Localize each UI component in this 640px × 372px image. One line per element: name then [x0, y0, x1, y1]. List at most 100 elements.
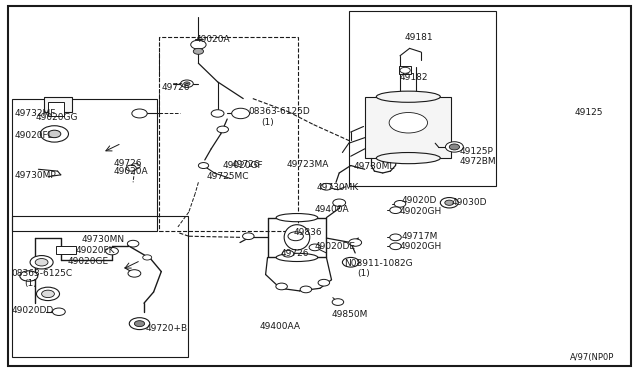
- Circle shape: [127, 240, 139, 247]
- Circle shape: [445, 142, 463, 152]
- Circle shape: [300, 286, 312, 293]
- Circle shape: [106, 247, 118, 255]
- Circle shape: [211, 110, 224, 117]
- Text: 49020GH: 49020GH: [400, 207, 442, 216]
- Circle shape: [40, 126, 68, 142]
- Bar: [12, 99, 157, 231]
- Text: 49400AA: 49400AA: [259, 322, 300, 331]
- Circle shape: [400, 67, 410, 73]
- Circle shape: [131, 164, 140, 169]
- Bar: [44, 97, 72, 112]
- Ellipse shape: [276, 214, 318, 222]
- Text: 49726: 49726: [161, 83, 190, 92]
- Ellipse shape: [284, 225, 310, 250]
- Circle shape: [288, 232, 303, 241]
- Circle shape: [332, 299, 344, 305]
- Circle shape: [232, 108, 250, 119]
- Text: 08363-6125D: 08363-6125D: [248, 107, 310, 116]
- Bar: [349, 11, 496, 186]
- Bar: [48, 102, 64, 116]
- Circle shape: [180, 80, 193, 87]
- Text: 49730ML: 49730ML: [353, 162, 395, 171]
- Circle shape: [318, 279, 330, 286]
- Text: 49020GF: 49020GF: [223, 161, 263, 170]
- Circle shape: [30, 256, 53, 269]
- Text: 49020D: 49020D: [402, 196, 437, 205]
- Text: 49020GH: 49020GH: [400, 242, 442, 251]
- Text: 4972BM: 4972BM: [460, 157, 496, 166]
- Circle shape: [349, 239, 362, 246]
- Text: 49400A: 49400A: [315, 205, 349, 214]
- Text: A/97(NP0P: A/97(NP0P: [570, 353, 614, 362]
- Circle shape: [449, 144, 460, 150]
- Text: 49726: 49726: [280, 249, 309, 258]
- Circle shape: [191, 40, 206, 49]
- Bar: [365, 97, 451, 158]
- Circle shape: [184, 82, 190, 86]
- Circle shape: [390, 207, 401, 214]
- Circle shape: [134, 321, 145, 327]
- Circle shape: [20, 271, 38, 281]
- Text: 49181: 49181: [404, 33, 433, 42]
- Text: 49730MN: 49730MN: [82, 235, 125, 244]
- Bar: [159, 37, 298, 231]
- Text: 49182: 49182: [400, 73, 429, 82]
- Circle shape: [129, 318, 150, 330]
- Circle shape: [217, 126, 228, 133]
- Ellipse shape: [376, 91, 440, 102]
- Text: N08911-1082G: N08911-1082G: [344, 259, 413, 268]
- Circle shape: [132, 109, 147, 118]
- Text: 49020A: 49020A: [114, 167, 148, 176]
- Text: 08363-6125C: 08363-6125C: [12, 269, 73, 278]
- Text: 49725MC: 49725MC: [206, 172, 248, 181]
- Text: 49020GE: 49020GE: [67, 257, 108, 266]
- Circle shape: [42, 290, 54, 298]
- Circle shape: [198, 163, 209, 169]
- Circle shape: [52, 308, 65, 315]
- Text: 49020DD: 49020DD: [12, 306, 54, 315]
- Bar: [399, 66, 411, 74]
- Text: 49020DE: 49020DE: [315, 242, 356, 251]
- Text: 49732MF: 49732MF: [14, 109, 56, 118]
- Circle shape: [143, 255, 152, 260]
- Text: 49723MA: 49723MA: [286, 160, 328, 169]
- Circle shape: [394, 201, 406, 207]
- Circle shape: [35, 259, 48, 266]
- Circle shape: [48, 130, 61, 138]
- Circle shape: [342, 257, 359, 267]
- Text: 49125P: 49125P: [460, 147, 493, 156]
- Text: 49726: 49726: [114, 159, 143, 168]
- Circle shape: [193, 48, 204, 54]
- Text: (1): (1): [357, 269, 370, 278]
- Circle shape: [440, 198, 458, 208]
- Circle shape: [126, 165, 136, 171]
- Circle shape: [36, 287, 60, 301]
- Circle shape: [282, 250, 294, 257]
- Bar: [56, 246, 76, 254]
- Circle shape: [321, 183, 332, 190]
- Text: 49125: 49125: [575, 108, 604, 117]
- Circle shape: [276, 283, 287, 290]
- Ellipse shape: [376, 153, 440, 164]
- Text: 49836: 49836: [293, 228, 322, 237]
- Text: 49730MP: 49730MP: [14, 171, 56, 180]
- Circle shape: [390, 234, 401, 241]
- Text: (1): (1): [24, 279, 37, 288]
- Text: 49726: 49726: [232, 160, 260, 169]
- Circle shape: [390, 243, 401, 250]
- Circle shape: [128, 270, 141, 277]
- Ellipse shape: [276, 253, 318, 262]
- Circle shape: [309, 244, 321, 251]
- Text: 49850M: 49850M: [332, 310, 368, 319]
- Text: 49720+B: 49720+B: [146, 324, 188, 333]
- Ellipse shape: [389, 112, 428, 133]
- Text: (1): (1): [261, 118, 274, 126]
- Text: 49020A: 49020A: [195, 35, 230, 44]
- Text: 49020FL: 49020FL: [14, 131, 52, 140]
- Text: 49030D: 49030D: [451, 198, 486, 207]
- Text: 49730MK: 49730MK: [317, 183, 359, 192]
- Circle shape: [333, 199, 346, 206]
- Text: 49020FK: 49020FK: [76, 246, 115, 255]
- Text: 49020GG: 49020GG: [35, 113, 77, 122]
- Circle shape: [243, 233, 254, 240]
